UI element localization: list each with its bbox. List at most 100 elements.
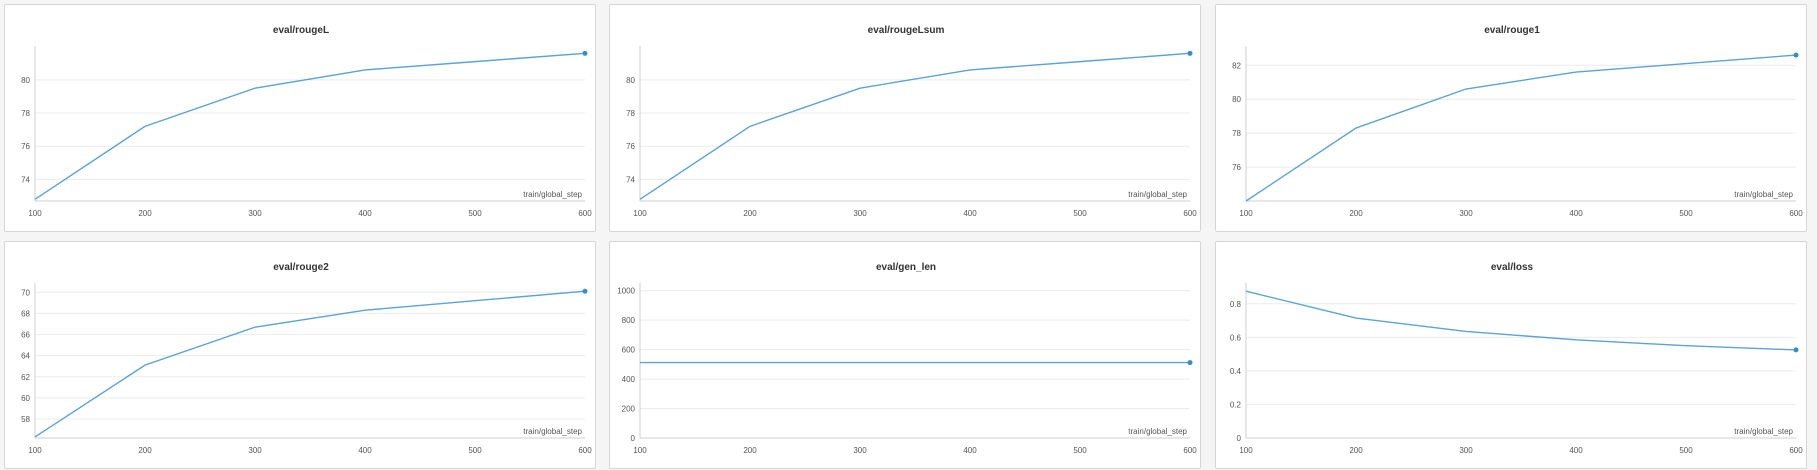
data-point [1793, 52, 1799, 58]
x-tick-label: 100 [28, 209, 42, 218]
series-line [639, 52, 1191, 200]
y-tick-label: 200 [622, 405, 636, 414]
chart-title: eval/rouge1 [1484, 25, 1540, 36]
x-tick-label: 200 [743, 209, 757, 218]
chart-panel: eval/rougeL 74 76 78 80 100 200 300 400 500 600 tra… [4, 4, 596, 232]
x-axis-label: train/global_step [523, 190, 582, 199]
line-chart: eval/loss 0 0.2 0.4 0.6 0.8 100 200 300 400 500 600… [1230, 262, 1803, 455]
x-tick-label: 400 [963, 446, 977, 455]
x-tick-label: 300 [248, 446, 262, 455]
x-tick-label: 300 [853, 209, 867, 218]
y-tick-label: 78 [21, 109, 30, 118]
y-tick-label: 62 [21, 373, 30, 382]
y-tick-label: 64 [21, 352, 30, 361]
y-tick-label: 600 [622, 346, 636, 355]
x-tick-label: 100 [1239, 446, 1253, 455]
y-tick-label: 74 [21, 175, 30, 184]
x-tick-label: 100 [1239, 209, 1253, 218]
y-tick-label: 400 [622, 375, 636, 384]
chart-panel: eval/rougeLsum 74 76 78 80 100 200 300 400 500 600… [609, 4, 1201, 232]
line-chart: eval/rougeLsum 74 76 78 80 100 200 300 400 500 600… [626, 25, 1197, 218]
y-tick-label: 0.6 [1230, 333, 1242, 342]
y-tick-label: 82 [1232, 61, 1241, 70]
y-tick-label: 800 [622, 316, 636, 325]
x-tick-label: 200 [743, 446, 757, 455]
line-chart: eval/gen_len 0 200 400 600 800 1000 100 200 300 40… [617, 262, 1197, 455]
x-tick-label: 500 [1679, 209, 1693, 218]
y-tick-label: 76 [626, 142, 635, 151]
y-tick-label: 80 [21, 76, 30, 85]
y-tick-label: 68 [21, 309, 30, 318]
chart-panel: eval/loss 0 0.2 0.4 0.6 0.8 100 200 300 400 500 600… [1215, 241, 1807, 469]
x-tick-label: 400 [1569, 209, 1583, 218]
y-tick-label: 1000 [617, 287, 635, 296]
series-line [34, 290, 586, 438]
y-tick-label: 70 [21, 288, 30, 297]
x-axis-label: train/global_step [1128, 190, 1187, 199]
chart-panel: eval/rouge2 58 60 62 64 66 68 70 100 200 300 400 500… [4, 241, 596, 469]
y-tick-label: 76 [1232, 163, 1241, 172]
y-tick-label: 80 [1232, 95, 1241, 104]
x-tick-label: 600 [578, 446, 592, 455]
x-tick-label: 600 [1183, 209, 1197, 218]
y-tick-label: 80 [626, 76, 635, 85]
line-chart: eval/rouge2 58 60 62 64 66 68 70 100 200 300 400 500… [21, 262, 592, 455]
chart-panel: eval/gen_len 0 200 400 600 800 1000 100 200 300 40… [609, 241, 1201, 469]
y-tick-label: 66 [21, 331, 30, 340]
x-tick-label: 300 [1459, 209, 1473, 218]
x-tick-label: 400 [358, 209, 372, 218]
x-tick-label: 500 [468, 209, 482, 218]
y-tick-label: 58 [21, 415, 30, 424]
x-tick-label: 600 [1789, 209, 1803, 218]
x-axis-label: train/global_step [1128, 427, 1187, 436]
x-tick-label: 200 [1349, 209, 1363, 218]
series-line [1245, 290, 1797, 351]
x-tick-label: 200 [138, 446, 152, 455]
x-tick-label: 400 [1569, 446, 1583, 455]
chart-title: eval/loss [1491, 262, 1534, 273]
y-tick-label: 0.4 [1230, 367, 1242, 376]
x-tick-label: 400 [963, 209, 977, 218]
x-tick-label: 100 [28, 446, 42, 455]
y-tick-label: 74 [626, 175, 635, 184]
series-line [1245, 54, 1797, 202]
y-tick-label: 76 [21, 142, 30, 151]
x-tick-label: 500 [1073, 209, 1087, 218]
chart-title: eval/rougeLsum [868, 25, 945, 36]
series-line [34, 52, 586, 200]
chart-panel: eval/rouge1 76 78 80 82 100 200 300 400 500 600 tra… [1215, 4, 1807, 232]
line-chart: eval/rougeL 74 76 78 80 100 200 300 400 500 600 tra… [21, 25, 592, 218]
x-tick-label: 300 [1459, 446, 1473, 455]
x-tick-label: 600 [1789, 446, 1803, 455]
x-tick-label: 600 [578, 209, 592, 218]
y-tick-label: 0.8 [1230, 300, 1242, 309]
data-point [1793, 347, 1799, 353]
x-tick-label: 300 [248, 209, 262, 218]
x-tick-label: 400 [358, 446, 372, 455]
y-tick-label: 60 [21, 394, 30, 403]
x-tick-label: 500 [1679, 446, 1693, 455]
chart-title: eval/rougeL [273, 25, 329, 36]
x-tick-label: 200 [138, 209, 152, 218]
x-axis-label: train/global_step [523, 427, 582, 436]
chart-title: eval/rouge2 [273, 262, 329, 273]
x-tick-label: 100 [633, 446, 647, 455]
y-tick-label: 78 [626, 109, 635, 118]
x-tick-label: 300 [853, 446, 867, 455]
y-tick-label: 0 [1237, 434, 1242, 443]
data-point [582, 50, 588, 56]
data-point [1187, 50, 1193, 56]
x-tick-label: 600 [1183, 446, 1197, 455]
data-point [1187, 360, 1193, 366]
x-tick-label: 100 [633, 209, 647, 218]
x-axis-label: train/global_step [1734, 190, 1793, 199]
y-tick-label: 0 [631, 434, 636, 443]
x-axis-label: train/global_step [1734, 427, 1793, 436]
x-tick-label: 200 [1349, 446, 1363, 455]
x-tick-label: 500 [468, 446, 482, 455]
data-point [582, 288, 588, 294]
chart-title: eval/gen_len [876, 262, 936, 273]
y-tick-label: 78 [1232, 129, 1241, 138]
line-chart: eval/rouge1 76 78 80 82 100 200 300 400 500 600 tra… [1232, 25, 1803, 218]
y-tick-label: 0.2 [1230, 400, 1242, 409]
